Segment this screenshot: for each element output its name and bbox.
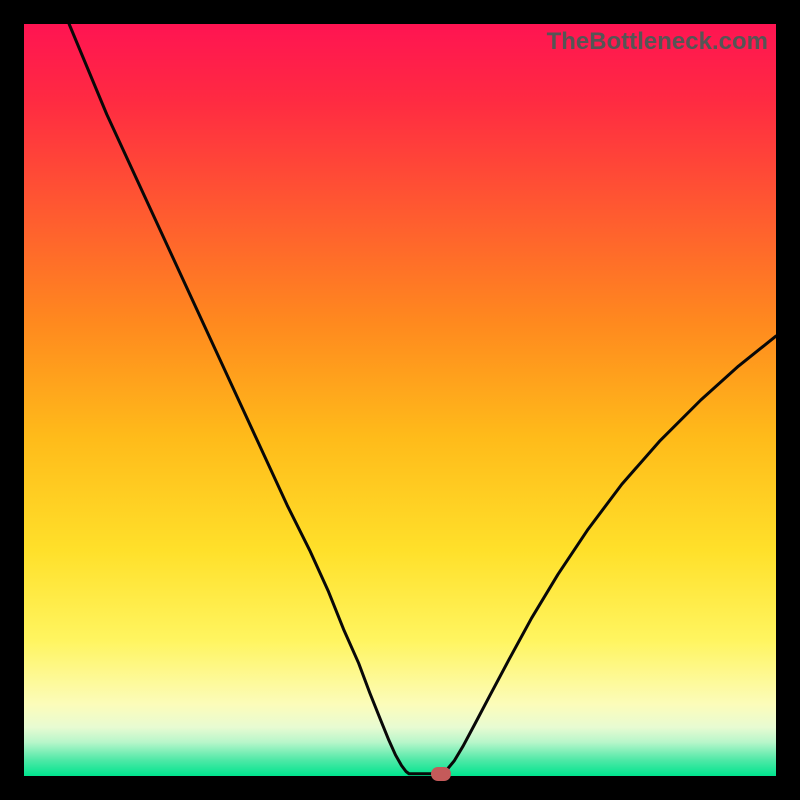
optimal-point-marker [431,767,451,781]
bottleneck-curve [69,24,776,774]
watermark-text: TheBottleneck.com [547,28,768,56]
plot-area: TheBottleneck.com [24,24,776,776]
curve-layer [24,24,776,776]
bottleneck-chart: TheBottleneck.com [0,0,800,800]
